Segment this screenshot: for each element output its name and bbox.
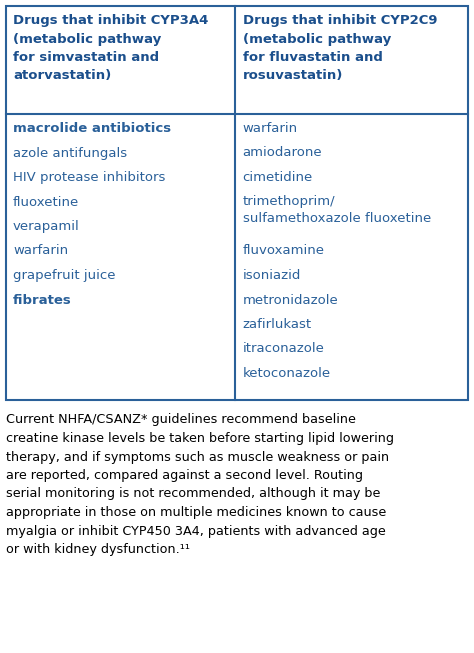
Text: Drugs that inhibit CYP2C9
(metabolic pathway
for fluvastatin and
rosuvastatin): Drugs that inhibit CYP2C9 (metabolic pat…	[243, 14, 437, 82]
Text: verapamil: verapamil	[13, 220, 80, 233]
Text: azole antifungals: azole antifungals	[13, 146, 127, 159]
Text: HIV protease inhibitors: HIV protease inhibitors	[13, 171, 165, 184]
Text: serial monitoring is not recommended, although it may be: serial monitoring is not recommended, al…	[6, 488, 380, 500]
Text: zafirlukast: zafirlukast	[243, 318, 312, 331]
Text: therapy, and if symptoms such as muscle weakness or pain: therapy, and if symptoms such as muscle …	[6, 451, 389, 464]
Text: appropriate in those on multiple medicines known to cause: appropriate in those on multiple medicin…	[6, 506, 386, 519]
Text: isoniazid: isoniazid	[243, 269, 301, 282]
Text: macrolide antibiotics: macrolide antibiotics	[13, 122, 171, 135]
Text: ketoconazole: ketoconazole	[243, 367, 331, 380]
Text: Drugs that inhibit CYP3A4
(metabolic pathway
for simvastatin and
atorvastatin): Drugs that inhibit CYP3A4 (metabolic pat…	[13, 14, 209, 82]
Text: itraconazole: itraconazole	[243, 343, 325, 355]
Text: or with kidney dysfunction.¹¹: or with kidney dysfunction.¹¹	[6, 543, 190, 556]
Text: creatine kinase levels be taken before starting lipid lowering: creatine kinase levels be taken before s…	[6, 432, 394, 445]
Text: metronidazole: metronidazole	[243, 293, 338, 306]
Text: are reported, compared against a second level. Routing: are reported, compared against a second …	[6, 469, 363, 482]
Text: warfarin: warfarin	[13, 244, 68, 257]
Bar	[6, 6, 468, 400]
Text: grapefruit juice: grapefruit juice	[13, 269, 116, 282]
Text: cimetidine: cimetidine	[243, 171, 313, 184]
Text: fluvoxamine: fluvoxamine	[243, 244, 325, 257]
Text: Current NHFA/CSANZ* guidelines recommend baseline: Current NHFA/CSANZ* guidelines recommend…	[6, 413, 356, 426]
Text: fluoxetine: fluoxetine	[13, 195, 79, 208]
Text: fibrates: fibrates	[13, 293, 72, 306]
Text: amiodarone: amiodarone	[243, 146, 322, 159]
Text: warfarin: warfarin	[243, 122, 298, 135]
Text: trimethoprim/
sulfamethoxazole fluoxetine: trimethoprim/ sulfamethoxazole fluoxetin…	[243, 195, 431, 225]
Text: myalgia or inhibit CYP450 3A4, patients with advanced age: myalgia or inhibit CYP450 3A4, patients …	[6, 524, 386, 537]
